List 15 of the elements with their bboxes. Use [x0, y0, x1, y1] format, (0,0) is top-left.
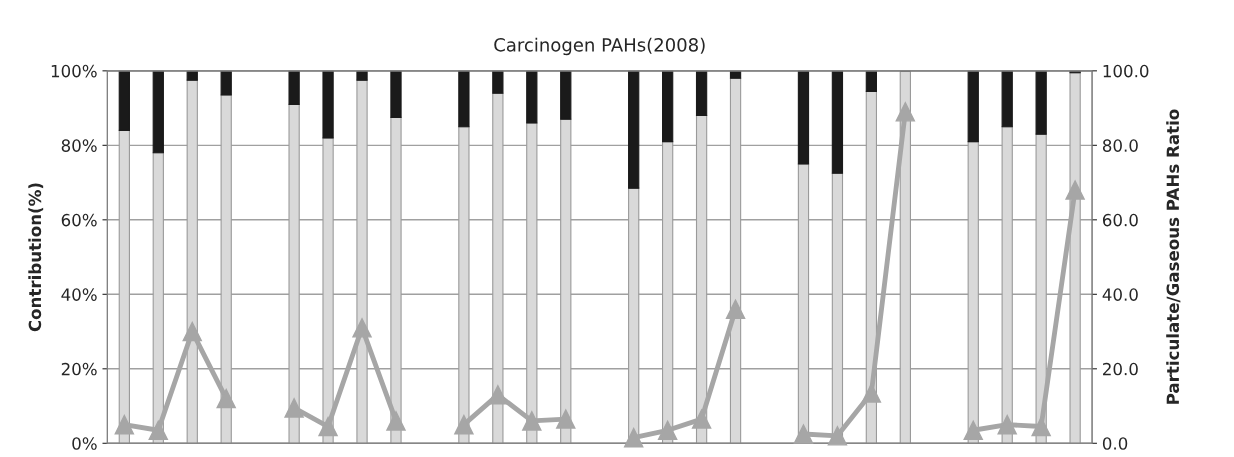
y-tick-label: 60% [61, 213, 97, 227]
y-tick-label: 0% [72, 437, 97, 450]
y2-tick-label: 20.0 [1103, 362, 1138, 376]
y-tick-label: 20% [61, 362, 97, 376]
chart-title: Carcinogen PAHs(2008) [494, 37, 705, 56]
y2-tick-label: 0.0 [1102, 437, 1128, 450]
y2-tick-label: 100.0 [1103, 64, 1149, 78]
y-tick-label: 100% [51, 64, 97, 78]
y2-tick-label: 40.0 [1102, 288, 1138, 301]
y-tick-label: 80% [61, 139, 97, 152]
y2-tick-label: 80.0 [1102, 139, 1138, 152]
y-tick-label: 40% [61, 288, 97, 301]
y2-axis-title: Particulate/Gaseous PAHs Ratio [1166, 109, 1181, 404]
y2-tick-label: 60.0 [1102, 213, 1138, 227]
y-axis-title: Contribution(%) [28, 183, 44, 332]
